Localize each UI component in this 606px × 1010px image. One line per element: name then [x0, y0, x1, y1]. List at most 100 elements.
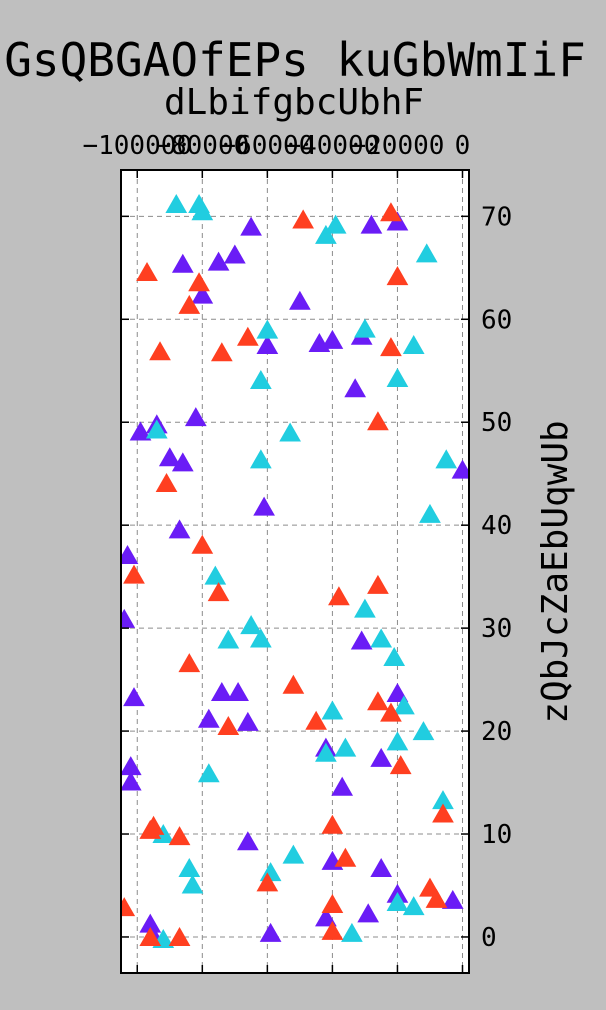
x-axis-label: dLbifgbcUbhF [164, 82, 424, 123]
data-point-series-cyan [165, 193, 188, 214]
data-point-series-purple [123, 687, 145, 707]
data-point-series-cyan [370, 628, 393, 648]
data-point-series-cyan [217, 629, 240, 649]
data-point-series-red [188, 272, 210, 292]
data-point-series-purple [360, 214, 383, 234]
data-point-series-red [178, 653, 201, 673]
data-point-series-purple [253, 496, 275, 516]
y-tick-label: 40 [481, 511, 512, 541]
data-point-series-cyan [386, 731, 409, 751]
data-point-series-red [210, 342, 233, 362]
data-point-series-cyan [402, 896, 425, 916]
data-point-series-purple [227, 681, 249, 701]
data-point-series-red [207, 582, 230, 602]
data-point-series-red [178, 294, 201, 314]
data-point-series-cyan [383, 646, 406, 666]
data-point-series-purple [121, 771, 142, 791]
data-point-series-cyan [412, 721, 435, 741]
data-point-series-red [380, 202, 402, 222]
data-point-series-red [155, 472, 178, 492]
data-point-series-purple [386, 211, 409, 231]
data-point-series-cyan [191, 201, 214, 221]
data-point-series-purple [259, 922, 282, 942]
data-point-series-purple [207, 251, 230, 271]
data-point-series-red [321, 814, 344, 834]
data-point-series-red [334, 847, 357, 867]
data-point-series-purple [197, 708, 220, 728]
data-point-series-red [149, 341, 171, 361]
x-tick-label: −20000 [350, 131, 444, 161]
data-point-series-red [305, 710, 328, 730]
data-point-series-purple [370, 747, 393, 767]
data-point-series-purple [191, 284, 214, 304]
data-point-series-cyan [181, 874, 204, 894]
data-point-series-cyan [435, 449, 458, 469]
data-point-series-cyan [249, 449, 272, 469]
data-point-series-cyan [334, 737, 357, 757]
data-point-series-purple [331, 776, 354, 796]
data-point-series-purple [236, 831, 259, 851]
data-point-series-purple [386, 683, 409, 703]
data-point-series-red [380, 337, 402, 357]
data-point-series-purple [171, 253, 194, 273]
y-tick-label: 60 [481, 305, 512, 335]
data-point-series-cyan [402, 335, 425, 355]
data-point-series-cyan [249, 628, 272, 648]
x-tick-label: −40000 [285, 131, 379, 161]
data-points [121, 193, 469, 949]
y-tick-label: 0 [481, 923, 497, 953]
data-point-series-cyan [315, 224, 337, 244]
data-point-series-purple [240, 216, 262, 236]
data-point-series-purple [357, 903, 380, 923]
data-point-series-cyan [393, 695, 415, 715]
data-point-series-purple [121, 545, 139, 565]
data-point-series-red [321, 894, 344, 914]
data-point-series-red [432, 803, 454, 823]
data-point-series-purple [315, 907, 337, 927]
data-point-series-red [367, 411, 389, 431]
data-point-series-purple [129, 421, 152, 441]
data-point-series-cyan [279, 422, 301, 442]
data-point-series-cyan [249, 370, 272, 390]
data-point-series-red [168, 926, 191, 946]
axis-ticks: −100000−80000−60000−40000−20000 0 0 10 20 30 4… [82, 131, 512, 973]
data-point-series-red [389, 755, 412, 775]
data-point-series-purple [451, 459, 469, 479]
data-point-series-cyan [415, 243, 438, 263]
y-tick-label: 10 [481, 820, 512, 850]
data-point-series-cyan [354, 318, 376, 338]
data-point-series-purple [158, 447, 181, 467]
data-point-series-red [256, 872, 279, 892]
data-point-series-purple [168, 519, 191, 539]
data-point-series-cyan [386, 367, 409, 387]
chart-title: GsQBGAOfEPs kuGbWmIiF [4, 33, 586, 87]
x-tick-label: −60000 [220, 131, 314, 161]
x-tick-label: 0 [455, 131, 471, 161]
data-point-series-cyan [178, 858, 201, 878]
data-point-series-purple [171, 452, 194, 472]
data-point-series-cyan [324, 214, 347, 234]
data-point-series-cyan [256, 319, 279, 339]
x-tick-label: −80000 [155, 131, 249, 161]
data-point-series-red [386, 266, 409, 286]
data-point-series-cyan [315, 742, 337, 762]
data-point-series-red [121, 897, 136, 917]
data-point-series-red [168, 826, 191, 846]
data-point-series-purple [370, 858, 393, 878]
data-point-series-red [321, 920, 344, 940]
data-point-series-purple [236, 711, 259, 731]
y-tick-label: 50 [481, 408, 512, 438]
data-point-series-purple [223, 244, 246, 264]
y-tick-label: 30 [481, 614, 512, 644]
data-point-series-cyan [240, 615, 262, 635]
data-point-series-red [282, 674, 305, 694]
data-point-series-purple [321, 329, 344, 349]
data-point-series-cyan [197, 763, 220, 783]
data-point-series-cyan [321, 700, 344, 720]
y-tick-label: 70 [481, 202, 512, 232]
data-point-series-purple [184, 407, 207, 427]
data-point-series-cyan [341, 922, 363, 942]
data-point-series-cyan [204, 565, 227, 585]
y-tick-label: 20 [481, 717, 512, 747]
